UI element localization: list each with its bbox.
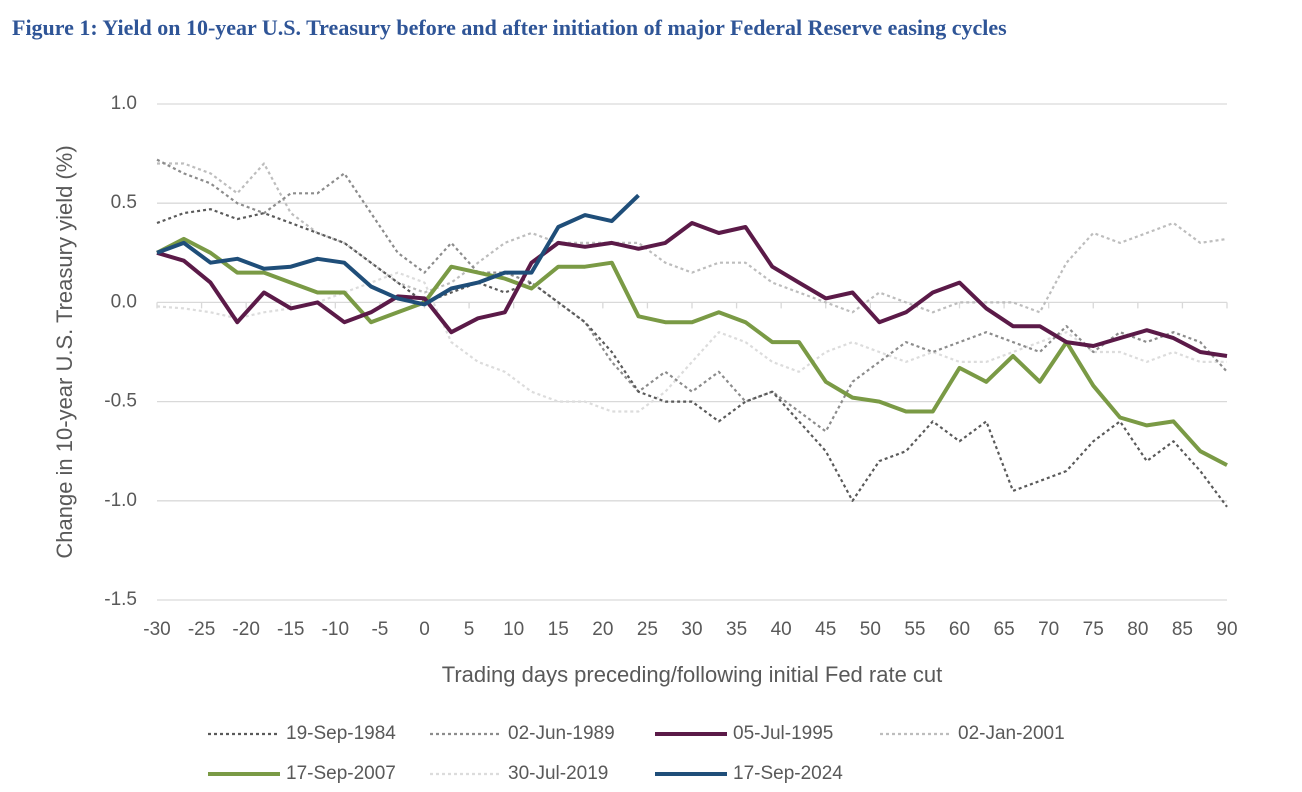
series-line bbox=[156, 193, 640, 307]
x-tick-label: 0 bbox=[419, 619, 430, 640]
legend-label: 17-Sep-2007 bbox=[286, 763, 396, 784]
series-line bbox=[156, 158, 1228, 433]
chart-title: Figure 1: Yield on 10-year U.S. Treasury… bbox=[12, 15, 1007, 40]
y-tick-label: 0.5 bbox=[111, 192, 137, 213]
y-tick-label: 0.0 bbox=[111, 291, 137, 312]
x-tick-label: 35 bbox=[726, 619, 747, 640]
y-tick-label: -1.5 bbox=[104, 589, 137, 610]
x-tick-label: 30 bbox=[681, 619, 702, 640]
y-tick-label: 1.0 bbox=[111, 93, 137, 114]
x-tick-label: 40 bbox=[771, 619, 792, 640]
x-tick-label: 20 bbox=[592, 619, 613, 640]
x-tick-label: 50 bbox=[860, 619, 881, 640]
series-line bbox=[156, 208, 1228, 508]
x-tick-label: 75 bbox=[1083, 619, 1104, 640]
legend-label: 30-Jul-2019 bbox=[508, 763, 608, 784]
y-tick-label: -0.5 bbox=[104, 391, 137, 412]
x-tick-label: 5 bbox=[464, 619, 475, 640]
x-tick-label: 10 bbox=[503, 619, 524, 640]
series-line bbox=[156, 236, 1228, 467]
legend-label: 02-Jan-2001 bbox=[958, 723, 1065, 744]
x-tick-label: -5 bbox=[371, 619, 388, 640]
x-axis-title: Trading days preceding/following initial… bbox=[442, 662, 943, 687]
x-tick-label: 25 bbox=[637, 619, 658, 640]
y-tick-label: -1.0 bbox=[104, 490, 137, 511]
x-tick-label: -20 bbox=[232, 619, 259, 640]
x-tick-label: 90 bbox=[1216, 619, 1237, 640]
x-tick-label: 65 bbox=[994, 619, 1015, 640]
x-tick-label: 55 bbox=[904, 619, 925, 640]
legend-label: 17-Sep-2024 bbox=[733, 763, 843, 784]
x-tick-label: -25 bbox=[188, 619, 215, 640]
y-axis-title: Change in 10-year U.S. Treasury yield (%… bbox=[52, 145, 77, 558]
x-tick-label: 80 bbox=[1127, 619, 1148, 640]
series-line bbox=[156, 271, 1227, 413]
x-tick-label: 60 bbox=[949, 619, 970, 640]
legend-label: 02-Jun-1989 bbox=[508, 723, 615, 744]
x-tick-label: 45 bbox=[815, 619, 836, 640]
x-tick-label: 70 bbox=[1038, 619, 1059, 640]
series-line bbox=[156, 221, 1228, 358]
x-tick-label: -30 bbox=[143, 619, 170, 640]
x-tick-label: 15 bbox=[548, 619, 569, 640]
legend-label: 05-Jul-1995 bbox=[733, 723, 833, 744]
series-line bbox=[157, 162, 1228, 314]
legend-label: 19-Sep-1984 bbox=[286, 723, 396, 744]
x-tick-label: -10 bbox=[322, 619, 349, 640]
x-tick-label: 85 bbox=[1172, 619, 1193, 640]
x-tick-label: -15 bbox=[277, 619, 304, 640]
